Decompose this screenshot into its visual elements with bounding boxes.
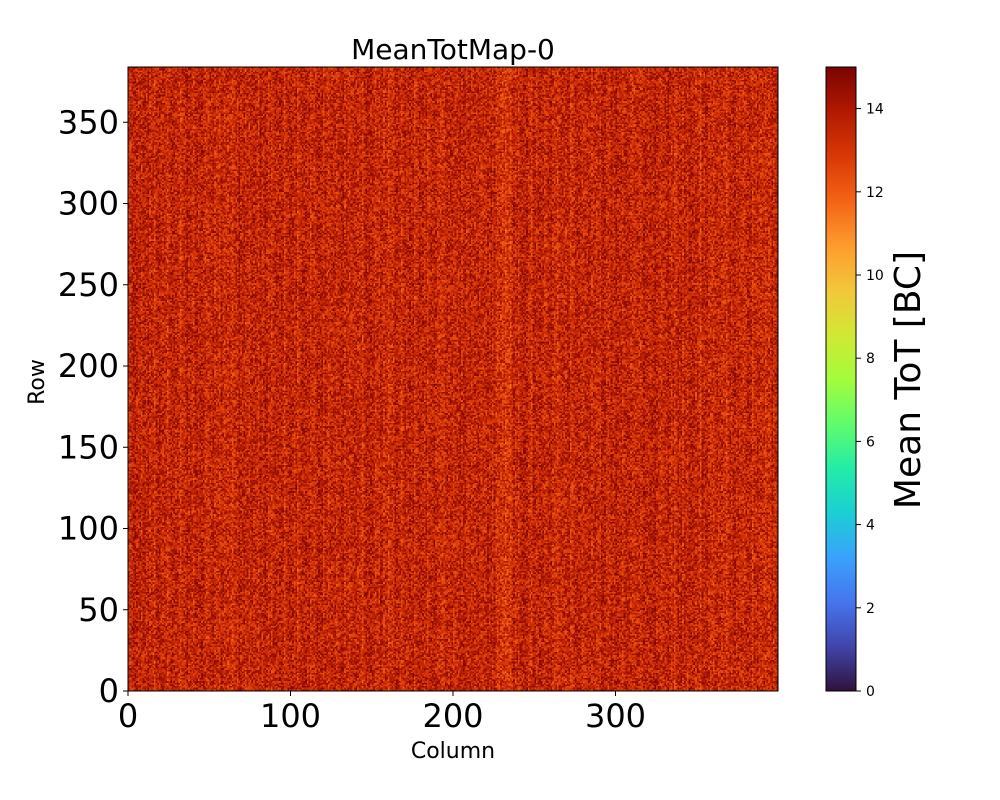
y-tick-label: 150 (58, 428, 119, 466)
colorbar-tick-label: 0 (866, 684, 875, 700)
colorbar-label: Mean ToT [BC] (888, 251, 929, 509)
y-axis-ticks: 0 50 100 150 200 250 300 350 (58, 103, 128, 710)
colorbar-tick-label: 14 (866, 102, 884, 118)
y-tick-label: 250 (58, 266, 119, 304)
heatmap (128, 67, 778, 691)
colorbar-tick-label: 10 (866, 268, 884, 284)
colorbar-tick-label: 4 (866, 518, 875, 534)
x-axis-ticks: 0 100 200 300 (118, 691, 646, 735)
y-tick-label: 350 (58, 103, 119, 141)
heatmap-image (128, 67, 778, 691)
colorbar-tick-label: 2 (866, 601, 875, 617)
x-tick-label: 0 (118, 697, 138, 735)
x-tick-label: 200 (422, 697, 483, 735)
colorbar-tick-label: 12 (866, 185, 884, 201)
colorbar-ticks: 0 2 4 6 8 10 12 14 (856, 102, 884, 700)
x-axis-label: Column (411, 739, 495, 764)
y-tick-label: 300 (58, 185, 119, 223)
colorbar (825, 66, 857, 692)
colorbar-tick-label: 6 (866, 434, 875, 450)
x-tick-label: 100 (260, 697, 321, 735)
chart-title: MeanTotMap-0 (351, 33, 555, 66)
y-tick-label: 0 (99, 672, 119, 710)
y-tick-label: 100 (58, 510, 119, 548)
y-tick-label: 50 (78, 591, 119, 629)
x-tick-label: 300 (585, 697, 646, 735)
y-axis-label: Row (25, 359, 50, 405)
colorbar-tick-label: 8 (866, 351, 875, 367)
y-tick-label: 200 (58, 347, 119, 385)
